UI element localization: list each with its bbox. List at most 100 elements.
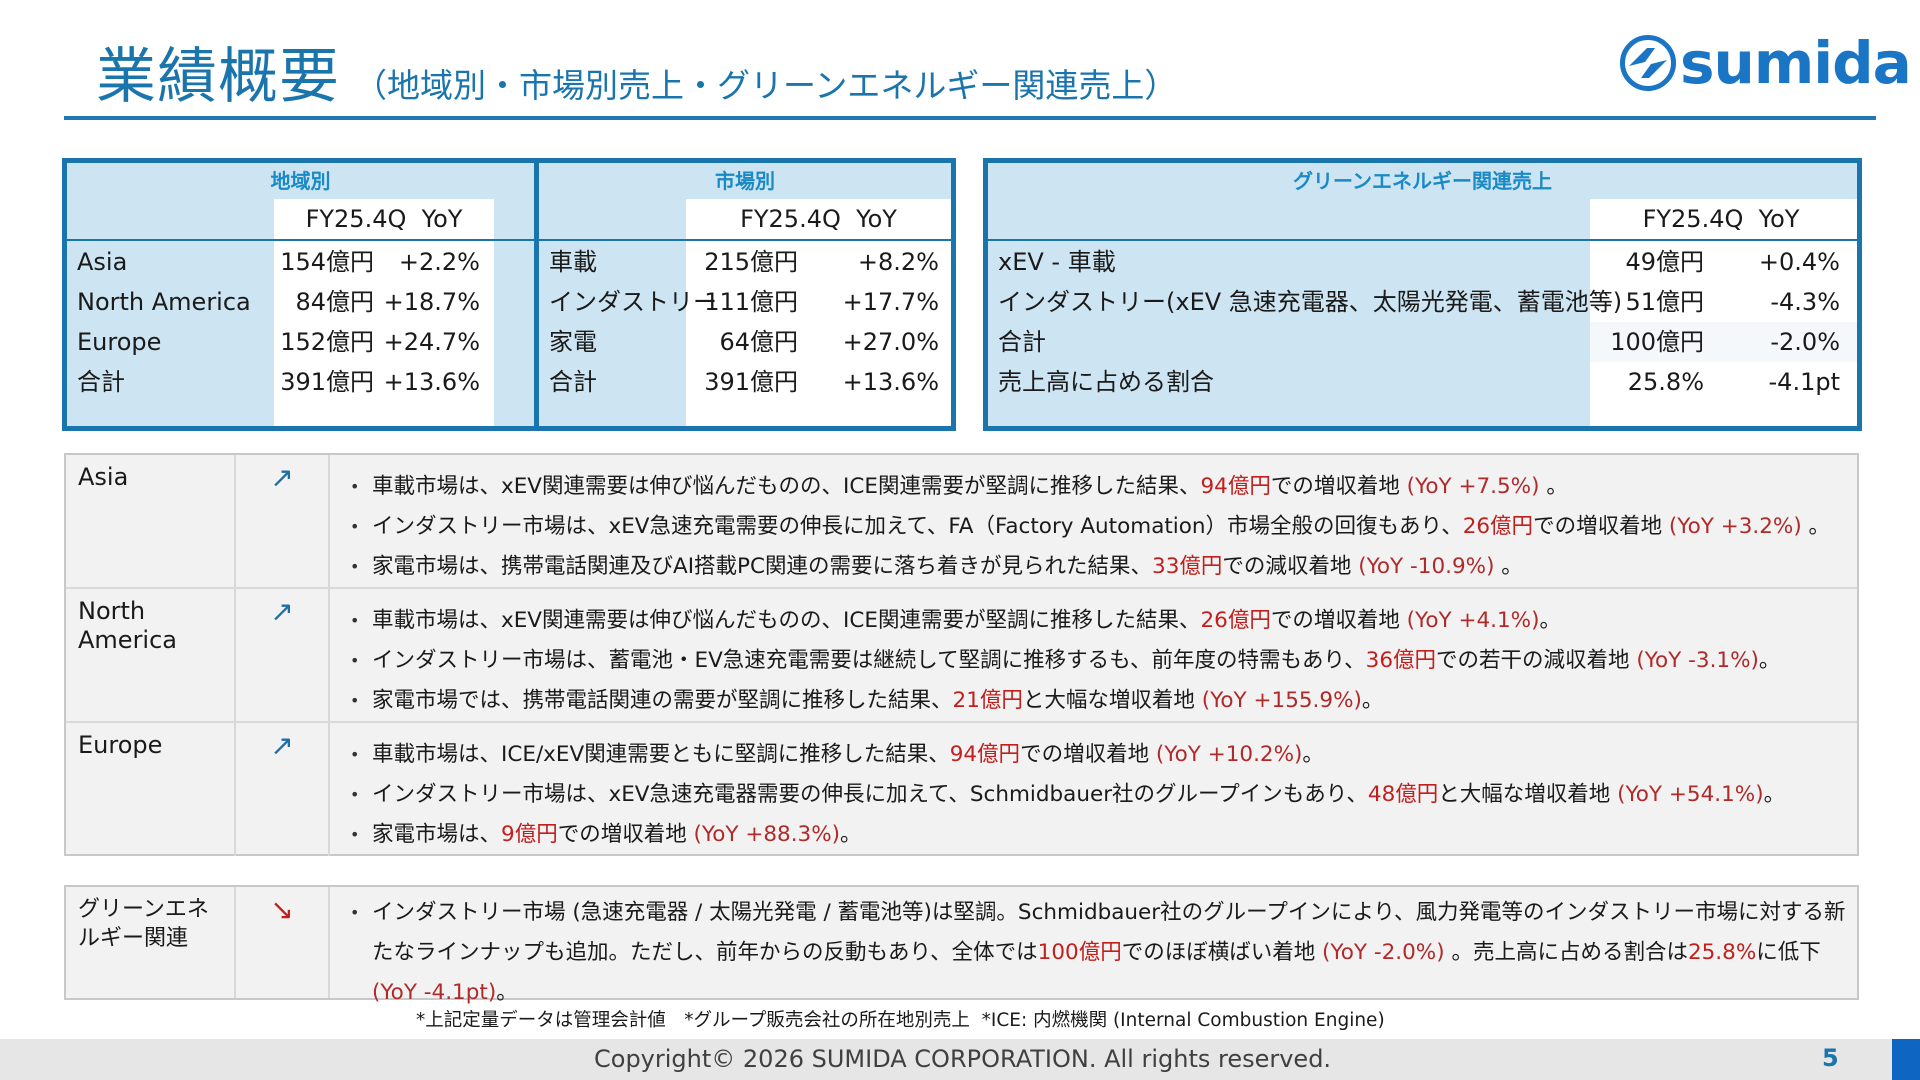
row-label: North America xyxy=(77,288,251,316)
amount-highlight: 100億円 xyxy=(1037,940,1122,965)
row-label: Asia xyxy=(77,248,128,276)
row-value: 391億円 xyxy=(280,368,374,396)
row-yoy: +2.2% xyxy=(398,248,480,276)
row-label: 合計 xyxy=(998,328,1046,356)
copyright-text: Copyright© 2026 SUMIDA CORPORATION. All … xyxy=(594,1045,1332,1073)
yoy-highlight: (YoY -10.9%) xyxy=(1358,554,1495,579)
table-row: 合計 100億円 -2.0% xyxy=(988,322,1857,362)
row-yoy: -2.0% xyxy=(1770,328,1840,356)
row-value: 111億円 xyxy=(704,288,798,316)
row-yoy: +0.4% xyxy=(1758,248,1840,276)
amount-highlight: 9億円 xyxy=(501,822,558,847)
row-label: 売上高に占める割合 xyxy=(998,368,1214,396)
amount-highlight: 21億円 xyxy=(952,688,1023,713)
table-row: Europe 152億円 +24.7% xyxy=(67,322,534,362)
ratio-highlight: 25.8% xyxy=(1687,940,1757,965)
commentary-row-green-energy: グリーンエネルギー関連 ↘ インダストリー市場 (急速充電器 / 太陽光発電 /… xyxy=(66,887,1857,1005)
amount-highlight: 26億円 xyxy=(1200,608,1271,633)
row-yoy: +13.6% xyxy=(383,368,480,396)
segment-name: グリーンエネルギー関連 xyxy=(66,887,236,998)
green-energy-commentary-box: グリーンエネルギー関連 ↘ インダストリー市場 (急速充電器 / 太陽光発電 /… xyxy=(64,885,1859,1005)
row-label: インダストリー(xEV 急速充電器、太陽光発電、蓄電池等) xyxy=(998,288,1623,316)
table-row: 車載 215億円 +8.2% xyxy=(539,242,951,282)
row-yoy: +18.7% xyxy=(383,288,480,316)
amount-highlight: 33億円 xyxy=(1152,554,1223,579)
column-header: FY25.4Q YoY xyxy=(1642,205,1800,233)
sumida-logo: sumida xyxy=(1620,29,1912,97)
table-row: 売上高に占める割合 25.8% -4.1pt xyxy=(988,362,1857,402)
table-value-column xyxy=(1590,199,1857,426)
trend-up-arrow-icon: ↗ xyxy=(270,729,294,762)
commentary-bullet: 車載市場は、xEV関連需要は伸び悩んだものの、ICE関連需要が堅調に推移した結果… xyxy=(342,601,1857,641)
table-row: Asia 154億円 +2.2% xyxy=(67,242,534,282)
table-row: インダストリー(xEV 急速充電器、太陽光発電、蓄電池等) 51億円 -4.3% xyxy=(988,282,1857,322)
commentary-bullet: インダストリー市場は、蓄電池・EV急速充電需要は継続して堅調に推移するも、前年度… xyxy=(342,641,1857,681)
header-divider xyxy=(67,239,534,241)
yoy-highlight: (YoY +3.2%) xyxy=(1668,514,1802,539)
table-row: North America 84億円 +18.7% xyxy=(67,282,534,322)
row-value: 64億円 xyxy=(719,328,798,356)
table-row: 合計 391億円 +13.6% xyxy=(539,362,951,402)
yoy-highlight: (YoY +54.1%) xyxy=(1617,782,1764,807)
row-yoy: -4.1pt xyxy=(1768,368,1840,396)
title-divider xyxy=(64,116,1876,120)
region-name: North America xyxy=(66,589,236,721)
row-value: 391億円 xyxy=(704,368,798,396)
row-yoy: +8.2% xyxy=(857,248,939,276)
column-header: FY25.4Q YoY xyxy=(740,205,897,233)
market-sales-table: 市場別 FY25.4Q YoY 車載 215億円 +8.2% インダストリー 1… xyxy=(534,158,956,431)
yoy-highlight: (YoY +4.1%) xyxy=(1406,608,1540,633)
commentary-row-asia: Asia ↗ 車載市場は、xEV関連需要は伸び悩んだものの、ICE関連需要が堅調… xyxy=(66,455,1857,589)
table-title: グリーンエネルギー関連売上 xyxy=(1293,169,1552,193)
table-row: xEV - 車載 49億円 +0.4% xyxy=(988,242,1857,282)
row-value: 84億円 xyxy=(295,288,374,316)
amount-highlight: 94億円 xyxy=(949,742,1021,767)
amount-highlight: 94億円 xyxy=(1200,474,1271,499)
sumida-logo-icon xyxy=(1620,35,1676,91)
green-energy-sales-table: グリーンエネルギー関連売上 FY25.4Q YoY xEV - 車載 49億円 … xyxy=(983,158,1862,431)
row-label: インダストリー xyxy=(549,288,717,316)
region-name: Europe xyxy=(66,723,236,856)
amount-highlight: 36億円 xyxy=(1365,648,1437,673)
yoy-highlight: (YoY +7.5%) xyxy=(1406,474,1540,499)
row-value: 49億円 xyxy=(1625,248,1704,276)
commentary-bullet: インダストリー市場 (急速充電器 / 太陽光発電 / 蓄電池等)は堅調。Schm… xyxy=(342,893,1852,1013)
column-header: FY25.4Q YoY xyxy=(305,205,463,233)
sumida-logo-text: sumida xyxy=(1680,29,1912,97)
row-value: 100億円 xyxy=(1610,328,1704,356)
footer-bar: Copyright© 2026 SUMIDA CORPORATION. All … xyxy=(0,1039,1920,1080)
table-row: 家電 64億円 +27.0% xyxy=(539,322,951,362)
row-value: 25.8% xyxy=(1627,368,1704,396)
row-label: Europe xyxy=(77,328,162,356)
row-yoy: +17.7% xyxy=(842,288,939,316)
page-tab-accent xyxy=(1892,1039,1920,1080)
commentary-bullet: 車載市場は、ICE/xEV関連需要ともに堅調に推移した結果、94億円での増収着地… xyxy=(342,735,1857,775)
amount-highlight: 48億円 xyxy=(1367,782,1439,807)
table-row: インダストリー 111億円 +17.7% xyxy=(539,282,951,322)
yoy-highlight: (YoY +88.3%) xyxy=(693,822,841,847)
commentary-bullet: 車載市場は、xEV関連需要は伸び悩んだものの、ICE関連需要が堅調に推移した結果… xyxy=(342,467,1857,507)
trend-up-arrow-icon: ↗ xyxy=(270,595,294,628)
row-label: 車載 xyxy=(549,248,597,276)
yoy-highlight: (YoY +10.2%) xyxy=(1155,742,1303,767)
commentary-bullet: 家電市場は、9億円での増収着地 (YoY +88.3%)。 xyxy=(342,815,1857,855)
total-row-shade xyxy=(1590,322,1857,362)
amount-highlight: 26億円 xyxy=(1462,514,1534,539)
row-label: 家電 xyxy=(549,328,597,356)
row-value: 152億円 xyxy=(280,328,374,356)
footnote: *上記定量データは管理会計値 *グループ販売会社の所在地別売上 *ICE: 内燃… xyxy=(416,1010,1385,1031)
commentary-bullet: 家電市場は、携帯電話関連及びAI搭載PC関連の需要に落ち着きが見られた結果、33… xyxy=(342,547,1857,587)
regional-commentary-box: Asia ↗ 車載市場は、xEV関連需要は伸び悩んだものの、ICE関連需要が堅調… xyxy=(64,453,1859,856)
page-subtitle: （地域別・市場別売上・グリーンエネルギー関連売上） xyxy=(354,66,1178,105)
commentary-bullet: インダストリー市場は、xEV急速充電器需要の伸長に加えて、Schmidbauer… xyxy=(342,775,1857,815)
yoy-highlight: (YoY -3.1%) xyxy=(1636,648,1759,673)
row-yoy: +13.6% xyxy=(842,368,939,396)
page-title: 業績概要 xyxy=(96,42,340,112)
row-value: 215億円 xyxy=(704,248,798,276)
row-label: 合計 xyxy=(77,368,125,396)
table-row: 合計 391億円 +13.6% xyxy=(67,362,534,402)
page-number: 5 xyxy=(1822,1044,1839,1072)
commentary-bullet: 家電市場では、携帯電話関連の需要が堅調に推移した結果、21億円と大幅な増収着地 … xyxy=(342,681,1857,721)
row-label: xEV - 車載 xyxy=(998,248,1116,276)
table-title: 市場別 xyxy=(715,169,775,193)
